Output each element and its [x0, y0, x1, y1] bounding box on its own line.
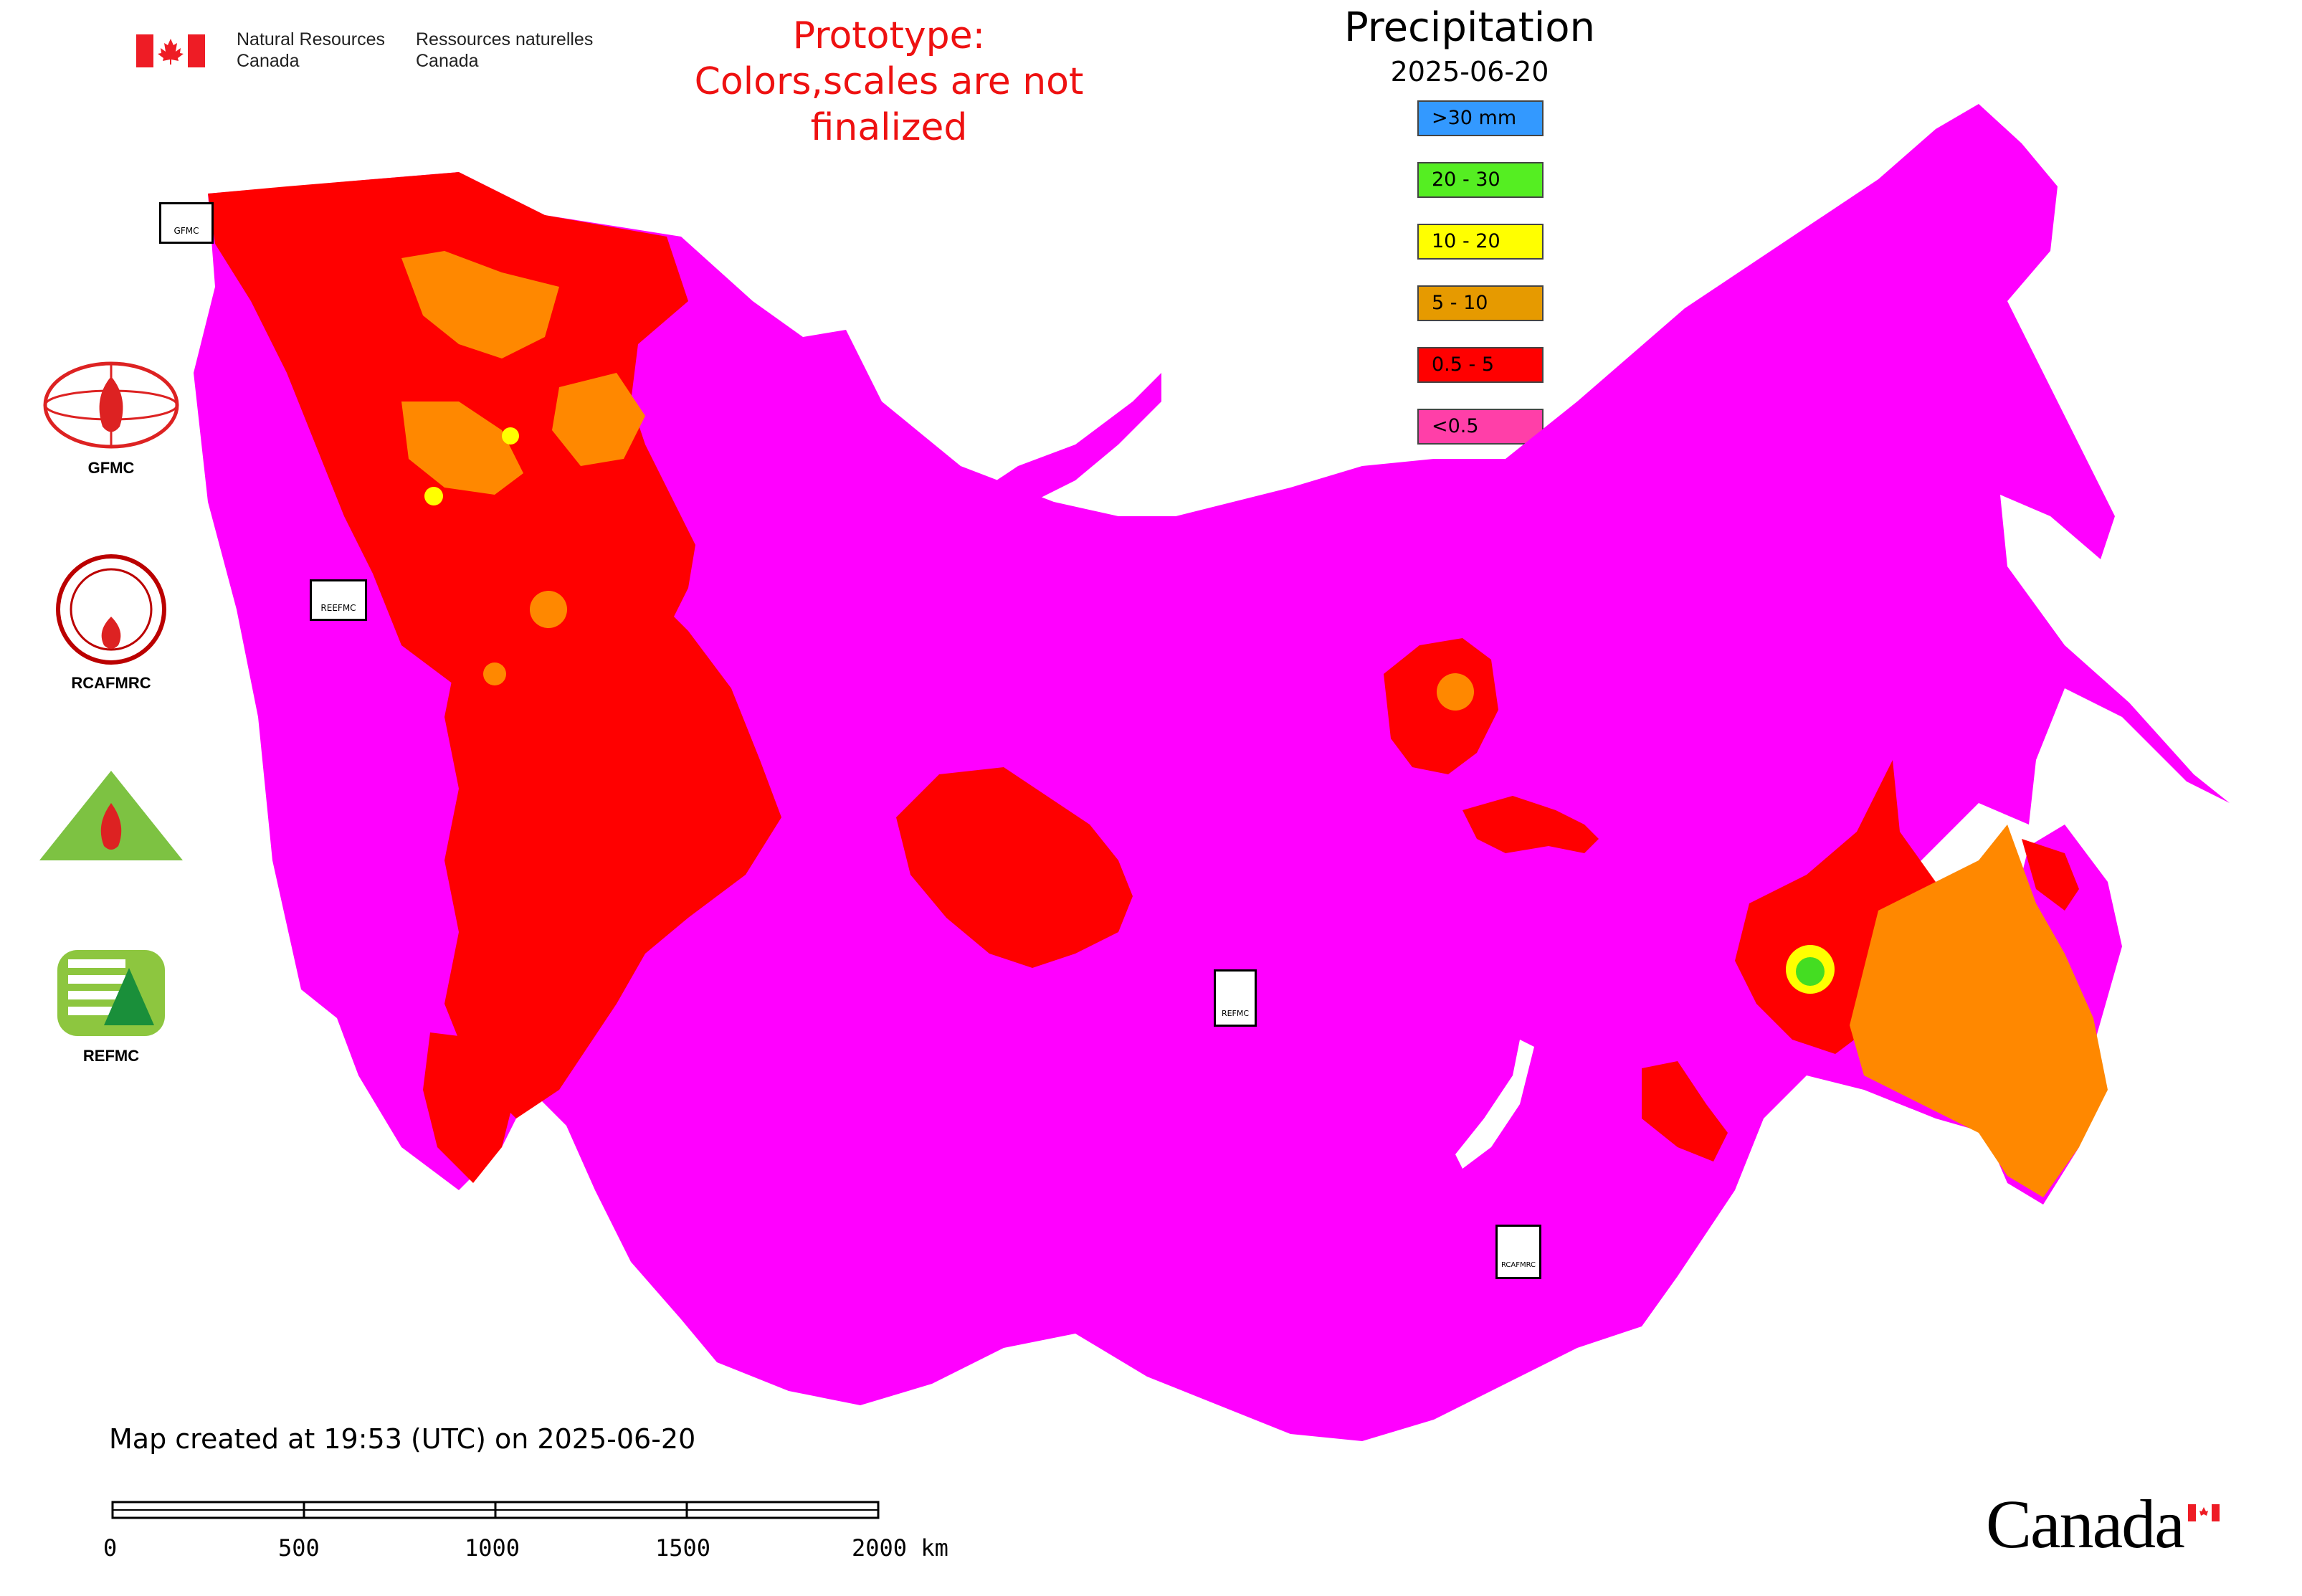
orange-zone-karelia	[552, 373, 645, 466]
red-zone-kamchatka	[2022, 839, 2079, 911]
map-created-timestamp: Map created at 19:53 (UTC) on 2025-06-20	[109, 1423, 696, 1455]
scale-bar	[111, 1501, 880, 1519]
legend-item: 0.5 - 5	[1417, 347, 1544, 383]
refmc-logo-icon	[57, 950, 165, 1036]
gfmc-map-badge: GFMC	[159, 202, 214, 244]
scale-label-2000: 2000 km	[852, 1534, 948, 1562]
orange-spot-moscow	[530, 591, 567, 628]
wordmark-flag-icon	[2188, 1504, 2220, 1521]
prototype-notice-line2: Colors,scales are not finalized	[694, 60, 1084, 149]
scale-label-1000: 1000	[465, 1534, 520, 1562]
rcafmrc-logo-label: RCAFMRC	[71, 674, 151, 692]
agency-name-english: Natural Resources Canada	[237, 29, 385, 72]
canada-wordmark-text: Canada	[1986, 1486, 2185, 1562]
agency-fr-line1: Ressources naturelles	[416, 29, 594, 49]
agency-en-line1: Natural Resources	[237, 29, 386, 49]
legend-item: 10 - 20	[1417, 224, 1544, 260]
red-zone-baikal-east	[1642, 1061, 1728, 1162]
orange-zone-finland	[401, 251, 559, 358]
refmc-logo-label: REFMC	[82, 1047, 140, 1065]
scale-label-500: 500	[278, 1534, 320, 1562]
orange-zone-far-east	[1850, 825, 2108, 1197]
agency-name-french: Ressources naturelles Canada	[416, 29, 593, 72]
refmc-logo: REFMC	[29, 946, 194, 1065]
legend-item: >30 mm	[1417, 100, 1544, 136]
refmc-badge-label: REFMC	[1221, 1009, 1250, 1018]
canada-flag-icon	[136, 34, 205, 67]
landmass	[194, 104, 2230, 1441]
red-zone-lena	[1462, 796, 1599, 853]
reefmc-logo	[29, 767, 194, 878]
rcafmrc-logo-icon	[56, 554, 166, 665]
novaya-zemlya	[975, 373, 1161, 509]
gfmc-badge-label: GFMC	[173, 226, 199, 236]
canada-wordmark: Canada	[1986, 1484, 2185, 1564]
reefmc-map-badge: REEFMC	[310, 579, 367, 621]
legend-item: 20 - 30	[1417, 162, 1544, 198]
red-zone-central-siberia	[1384, 638, 1498, 774]
gfmc-logo-label: GFMC	[87, 459, 135, 477]
prototype-notice: Prototype: Colors,scales are not finaliz…	[631, 13, 1147, 151]
orange-spot-kola	[483, 662, 506, 685]
red-zone-caucasus	[423, 1032, 516, 1183]
agency-fr-line2: Canada	[416, 51, 479, 71]
rcafmrc-map-badge: RCAFMRC	[1495, 1225, 1541, 1279]
green-cell-amur	[1796, 957, 1825, 986]
orange-zone-baltic	[401, 402, 523, 495]
orange-spot-siberia	[1437, 673, 1474, 711]
reefmc-logo-icon	[39, 771, 183, 860]
legend-date: 2025-06-20	[1390, 56, 1549, 87]
caucasus-region	[624, 1133, 789, 1291]
red-zone-west-siberia	[896, 767, 1133, 968]
legend-item: 5 - 10	[1417, 285, 1544, 321]
gfmc-logo-icon	[43, 361, 179, 449]
refmc-map-badge: REFMC	[1214, 969, 1257, 1027]
gfmc-logo: GFMC	[29, 358, 194, 478]
yellow-cell-finland	[424, 487, 443, 505]
rcafmrc-badge-label: RCAFMRC	[1500, 1261, 1536, 1269]
reefmc-badge-label: REEFMC	[320, 603, 356, 613]
red-zone-russia-west	[401, 488, 781, 1118]
scale-label-0: 0	[103, 1534, 118, 1562]
prototype-notice-line1: Prototype:	[792, 14, 986, 57]
scale-label-1500: 1500	[655, 1534, 711, 1562]
lake-baikal	[1455, 1040, 1534, 1169]
yellow-cell-karelia	[502, 427, 519, 445]
rcafmrc-logo: RCAFMRC	[29, 552, 194, 693]
legend-title: Precipitation	[1343, 4, 1596, 51]
legend-item: <0.5	[1417, 409, 1544, 445]
agency-en-line2: Canada	[237, 51, 300, 71]
